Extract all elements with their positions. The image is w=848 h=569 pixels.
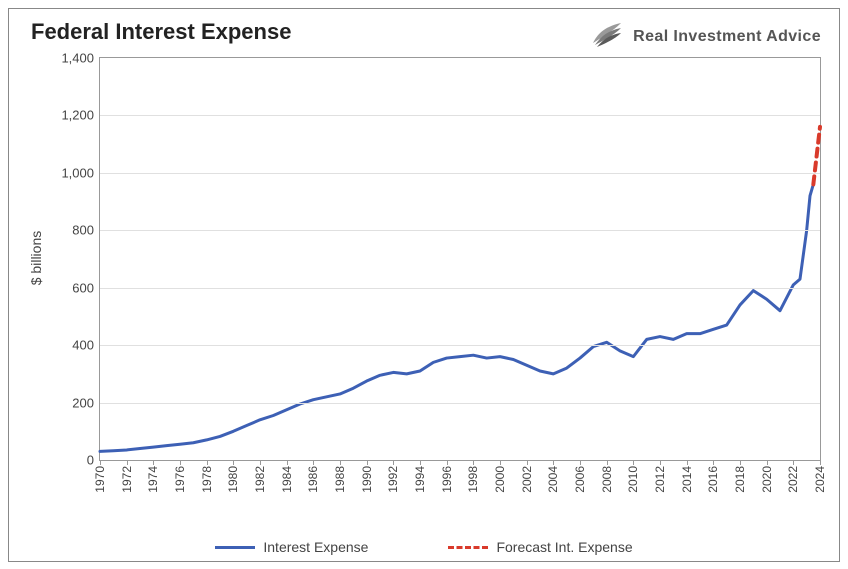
- brand-block: Real Investment Advice: [591, 19, 821, 54]
- x-tick-mark: [153, 460, 154, 465]
- x-tick-label: 1980: [226, 466, 240, 493]
- x-tick-mark: [287, 460, 288, 465]
- x-tick-mark: [793, 460, 794, 465]
- x-tick-mark: [580, 460, 581, 465]
- legend: Interest Expense Forecast Int. Expense: [9, 539, 839, 555]
- gridline: [100, 288, 820, 289]
- x-tick-mark: [180, 460, 181, 465]
- y-tick-label: 1,400: [61, 51, 94, 66]
- brand-logo-icon: [591, 19, 625, 54]
- chart-frame: Federal Interest Expense Real Investment…: [8, 8, 840, 562]
- x-tick-mark: [393, 460, 394, 465]
- brand-swoosh-icon: [593, 23, 621, 47]
- x-tick-mark: [420, 460, 421, 465]
- y-tick-label: 200: [72, 395, 94, 410]
- gridline: [100, 115, 820, 116]
- y-tick-label: 800: [72, 223, 94, 238]
- x-tick-label: 2014: [680, 466, 694, 493]
- legend-label: Interest Expense: [263, 539, 368, 555]
- chart-title: Federal Interest Expense: [31, 19, 291, 45]
- x-tick-label: 1988: [333, 466, 347, 493]
- x-tick-label: 2008: [600, 466, 614, 493]
- y-axis-title: $ billions: [28, 231, 44, 285]
- x-tick-mark: [633, 460, 634, 465]
- x-tick-label: 1994: [413, 466, 427, 493]
- x-tick-label: 1990: [360, 466, 374, 493]
- x-tick-label: 1984: [280, 466, 294, 493]
- x-tick-mark: [340, 460, 341, 465]
- x-tick-mark: [500, 460, 501, 465]
- x-tick-label: 1970: [93, 466, 107, 493]
- x-tick-mark: [820, 460, 821, 465]
- series-line: [813, 127, 820, 184]
- y-tick-label: 400: [72, 338, 94, 353]
- x-tick-mark: [740, 460, 741, 465]
- x-tick-label: 1972: [120, 466, 134, 493]
- x-tick-label: 2006: [573, 466, 587, 493]
- x-tick-label: 2024: [813, 466, 827, 493]
- x-tick-mark: [767, 460, 768, 465]
- x-tick-label: 1976: [173, 466, 187, 493]
- y-tick-label: 600: [72, 280, 94, 295]
- x-tick-label: 2002: [520, 466, 534, 493]
- x-tick-mark: [607, 460, 608, 465]
- y-tick-label: 1,200: [61, 108, 94, 123]
- legend-item: Interest Expense: [215, 539, 368, 555]
- x-tick-mark: [687, 460, 688, 465]
- x-tick-mark: [713, 460, 714, 465]
- x-tick-label: 2004: [546, 466, 560, 493]
- legend-item: Forecast Int. Expense: [448, 539, 632, 555]
- legend-label: Forecast Int. Expense: [496, 539, 632, 555]
- gridline: [100, 173, 820, 174]
- x-tick-mark: [260, 460, 261, 465]
- x-tick-label: 1982: [253, 466, 267, 493]
- y-tick-label: 1,000: [61, 165, 94, 180]
- x-tick-mark: [207, 460, 208, 465]
- plot-area: 02004006008001,0001,2001,400197019721974…: [99, 57, 821, 461]
- x-tick-mark: [527, 460, 528, 465]
- series-line: [100, 184, 813, 451]
- gridline: [100, 230, 820, 231]
- x-tick-label: 2016: [706, 466, 720, 493]
- x-tick-label: 1992: [386, 466, 400, 493]
- series-svg: [100, 58, 820, 460]
- x-tick-mark: [473, 460, 474, 465]
- brand-text: Real Investment Advice: [633, 28, 821, 46]
- legend-swatch: [448, 546, 488, 549]
- x-tick-mark: [100, 460, 101, 465]
- x-tick-mark: [233, 460, 234, 465]
- gridline: [100, 345, 820, 346]
- x-tick-label: 1974: [146, 466, 160, 493]
- x-tick-label: 1996: [440, 466, 454, 493]
- x-tick-label: 1986: [306, 466, 320, 493]
- x-tick-label: 2000: [493, 466, 507, 493]
- gridline: [100, 403, 820, 404]
- x-tick-label: 2018: [733, 466, 747, 493]
- x-tick-label: 2020: [760, 466, 774, 493]
- x-tick-mark: [553, 460, 554, 465]
- x-tick-mark: [660, 460, 661, 465]
- x-tick-label: 2022: [786, 466, 800, 493]
- x-tick-mark: [447, 460, 448, 465]
- x-tick-mark: [127, 460, 128, 465]
- x-tick-label: 2012: [653, 466, 667, 493]
- x-tick-mark: [367, 460, 368, 465]
- legend-swatch: [215, 546, 255, 549]
- x-tick-label: 1978: [200, 466, 214, 493]
- x-tick-label: 2010: [626, 466, 640, 493]
- x-tick-label: 1998: [466, 466, 480, 493]
- x-tick-mark: [313, 460, 314, 465]
